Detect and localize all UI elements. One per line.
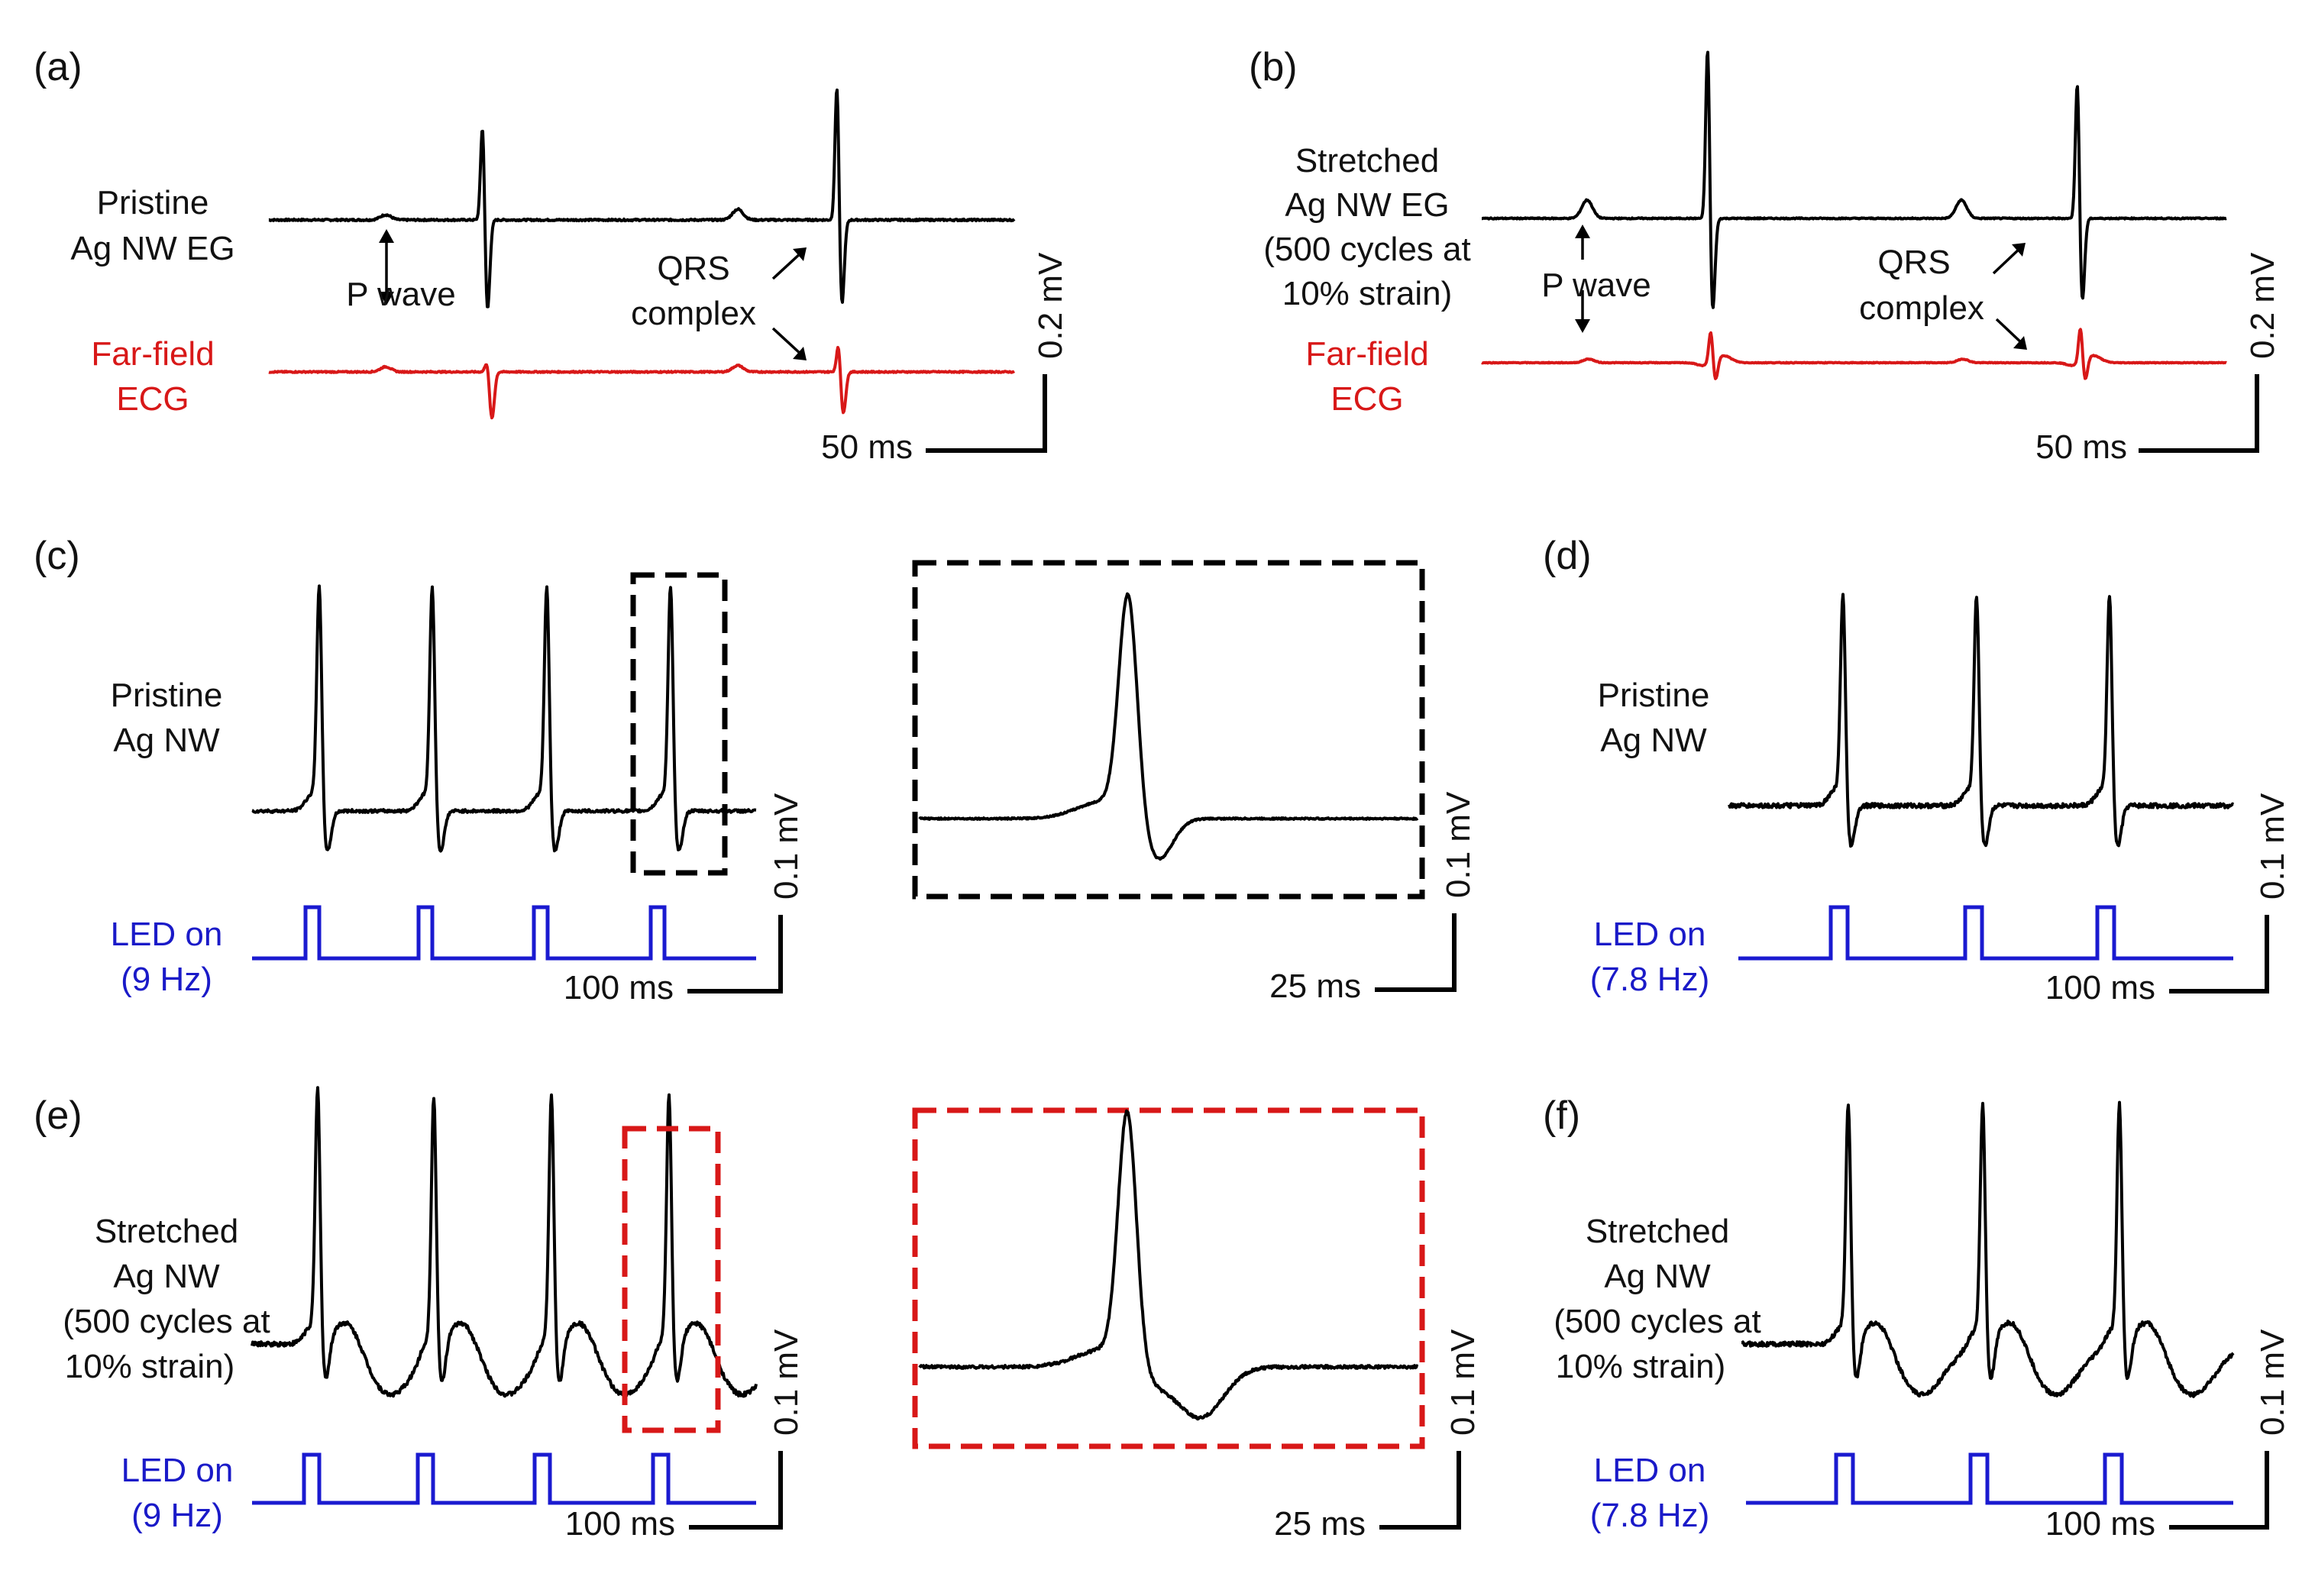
trace-c-pristine bbox=[251, 584, 757, 853]
scale-time: 50 ms bbox=[821, 428, 913, 466]
trace-label: Pristine bbox=[111, 677, 223, 714]
qrs-label: complex bbox=[1859, 289, 1984, 327]
trace-label: Ag NW EG bbox=[70, 230, 234, 267]
trace-label: LED on bbox=[1594, 916, 1706, 953]
zoom-box bbox=[622, 1126, 721, 1433]
panel-a: (a) Pristine Ag NW EG Far-field ECG P wa… bbox=[34, 45, 1069, 466]
trace-b-stretched bbox=[1481, 50, 2227, 309]
trace-f-stretched bbox=[1741, 1100, 2235, 1398]
zoom-box bbox=[630, 572, 728, 876]
panel-a-label: (a) bbox=[34, 45, 82, 89]
trace-label: (9 Hz) bbox=[121, 961, 212, 998]
scale-amplitude: 0.2 mV bbox=[1032, 252, 1069, 359]
inset-trace-e bbox=[918, 1109, 1419, 1421]
panel-f-label: (f) bbox=[1543, 1094, 1580, 1138]
trace-label: 10% strain) bbox=[1282, 275, 1453, 312]
trace-label: ECG bbox=[116, 380, 189, 418]
trace-label: Stretched bbox=[1586, 1213, 1729, 1250]
trace-label: (7.8 Hz) bbox=[1590, 961, 1709, 998]
led-pulses-c bbox=[252, 905, 756, 961]
trace-label: Ag NW EG bbox=[1285, 186, 1449, 224]
panel-d: (d) Pristine Ag NW LED on (7.8 Hz) 100 m… bbox=[1543, 534, 2291, 1006]
trace-label: LED on bbox=[121, 1452, 234, 1489]
inset-trace-c bbox=[918, 592, 1419, 861]
trace-label: LED on bbox=[1594, 1452, 1706, 1489]
inset-box bbox=[912, 1107, 1425, 1449]
led-pulses-e bbox=[252, 1452, 756, 1505]
trace-label: Pristine bbox=[97, 184, 209, 221]
scale-time: 50 ms bbox=[2035, 428, 2127, 466]
scale-bar bbox=[2139, 374, 2259, 453]
scale-time: 100 ms bbox=[2045, 969, 2155, 1006]
trace-label: Ag NW bbox=[113, 1258, 220, 1295]
panel-b: (b) Stretched Ag NW EG (500 cycles at 10… bbox=[1249, 45, 2281, 466]
panel-f: (f) Stretched Ag NW (500 cycles at 10% s… bbox=[1543, 1094, 2291, 1543]
trace-e-stretched bbox=[251, 1086, 758, 1398]
p-wave-label: P wave bbox=[1541, 267, 1651, 304]
scale-amplitude: 0.1 mV bbox=[2254, 1329, 2291, 1436]
trace-label: LED on bbox=[111, 916, 223, 953]
trace-label: Ag NW bbox=[113, 722, 220, 759]
panel-e-label: (e) bbox=[34, 1094, 82, 1138]
qrs-label: QRS bbox=[657, 250, 729, 287]
panel-e: (e) Stretched Ag NW (500 cycles at 10% s… bbox=[34, 1086, 1482, 1543]
trace-label: Stretched bbox=[1295, 142, 1439, 179]
arrowhead bbox=[793, 247, 807, 360]
inset-scale-time: 25 ms bbox=[1269, 968, 1361, 1005]
inset-scale-bar bbox=[1375, 913, 1457, 992]
scale-bar bbox=[2169, 915, 2269, 993]
inset-scale-time: 25 ms bbox=[1274, 1505, 1366, 1543]
scale-bar bbox=[689, 1451, 783, 1530]
trace-label: 10% strain) bbox=[65, 1348, 235, 1385]
led-pulses-d bbox=[1738, 905, 2233, 961]
scale-amplitude: 0.1 mV bbox=[768, 793, 805, 900]
qrs-label: QRS bbox=[1877, 244, 1950, 281]
led-pulses-f bbox=[1746, 1452, 2233, 1505]
trace-label: (500 cycles at bbox=[1554, 1303, 1760, 1340]
panel-c: (c) Pristine Ag NW LED on (9 Hz) 100 ms … bbox=[34, 534, 1477, 1006]
trace-label: ECG bbox=[1330, 380, 1403, 418]
panel-b-label: (b) bbox=[1249, 45, 1298, 89]
scale-amplitude: 0.2 mV bbox=[2244, 252, 2281, 359]
p-wave-label: P wave bbox=[346, 276, 456, 313]
qrs-arrow bbox=[1992, 246, 2026, 347]
trace-label: Far-field bbox=[1305, 335, 1428, 373]
panel-d-label: (d) bbox=[1543, 534, 1592, 578]
scale-amplitude: 0.1 mV bbox=[2254, 793, 2291, 900]
trace-a-pristine bbox=[268, 88, 1016, 309]
scale-bar bbox=[687, 915, 783, 993]
trace-d-pristine bbox=[1728, 593, 2235, 848]
scale-time: 100 ms bbox=[564, 969, 674, 1006]
scale-bar bbox=[2169, 1451, 2269, 1530]
inset-box bbox=[912, 560, 1425, 900]
trace-label: (500 cycles at bbox=[63, 1303, 270, 1340]
qrs-arrow bbox=[771, 250, 803, 357]
inset-scale-amplitude: 0.1 mV bbox=[1440, 791, 1477, 898]
trace-label: Far-field bbox=[91, 335, 214, 373]
trace-label: (7.8 Hz) bbox=[1590, 1497, 1709, 1534]
inset-scale-amplitude: 0.1 mV bbox=[1444, 1329, 1482, 1436]
qrs-label: complex bbox=[631, 295, 756, 332]
scale-bar bbox=[926, 374, 1047, 453]
scale-time: 100 ms bbox=[2045, 1505, 2155, 1543]
scale-time: 100 ms bbox=[565, 1505, 675, 1543]
trace-a-far-field-ecg bbox=[268, 346, 1016, 420]
inset-scale-bar bbox=[1379, 1451, 1461, 1530]
trace-label: 10% strain) bbox=[1556, 1348, 1726, 1385]
panel-c-label: (c) bbox=[34, 534, 80, 578]
trace-b-far-field-ecg bbox=[1481, 328, 2227, 380]
trace-label: Pristine bbox=[1598, 677, 1710, 714]
trace-label: (500 cycles at bbox=[1263, 231, 1470, 268]
scale-amplitude: 0.1 mV bbox=[768, 1329, 805, 1436]
trace-label: Ag NW bbox=[1600, 722, 1707, 759]
trace-label: Ag NW bbox=[1604, 1258, 1711, 1295]
trace-label: (9 Hz) bbox=[131, 1497, 223, 1534]
arrowhead bbox=[2012, 243, 2027, 350]
trace-label: Stretched bbox=[95, 1213, 238, 1250]
